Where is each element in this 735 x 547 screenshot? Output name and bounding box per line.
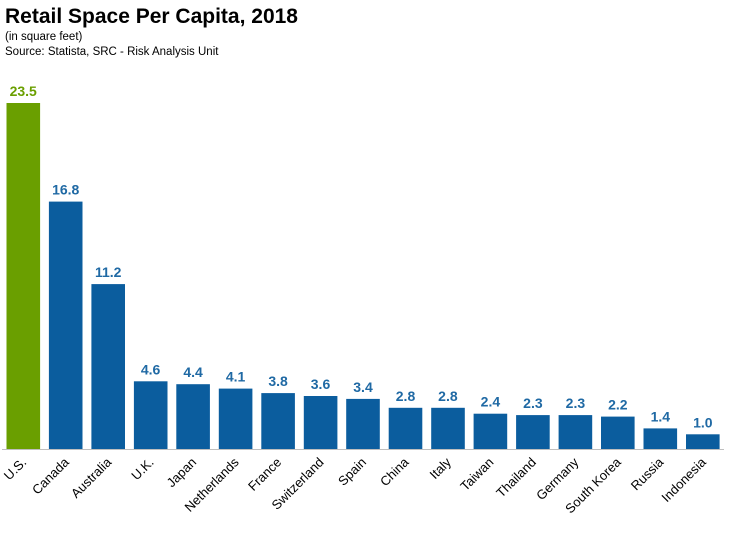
value-label-u-s: 23.5 bbox=[10, 83, 37, 99]
chart-subtitle: (in square feet) bbox=[5, 31, 83, 43]
value-label-spain: 3.4 bbox=[353, 379, 373, 395]
value-label-russia: 1.4 bbox=[651, 408, 671, 424]
value-label-south-korea: 2.2 bbox=[608, 397, 628, 413]
bars-group bbox=[6, 103, 720, 449]
bar-germany bbox=[558, 415, 593, 449]
x-tick-label-indonesia: Indonesia bbox=[658, 454, 709, 505]
bar-taiwan bbox=[473, 413, 508, 449]
bar-south-korea bbox=[601, 416, 635, 449]
bar-spain bbox=[346, 398, 380, 449]
chart-header: Retail Space Per Capita, 2018 (in square… bbox=[5, 4, 298, 60]
x-tick-label-taiwan: Taiwan bbox=[457, 455, 496, 494]
x-tick-label-u-k: U.K. bbox=[128, 455, 156, 483]
x-tick-label-russia: Russia bbox=[628, 454, 667, 493]
value-label-australia: 11.2 bbox=[95, 264, 122, 280]
x-tick-label-canada: Canada bbox=[29, 454, 72, 497]
x-tick-label-thailand: Thailand bbox=[493, 455, 539, 501]
x-tick-label-australia: Australia bbox=[68, 454, 115, 501]
chart-title: Retail Space Per Capita, 2018 bbox=[5, 5, 298, 28]
value-label-japan: 4.4 bbox=[183, 364, 203, 380]
bar-switzerland bbox=[303, 396, 338, 449]
bar-australia bbox=[91, 284, 125, 449]
value-label-switzerland: 3.6 bbox=[311, 376, 331, 392]
x-tick-label-u-s: U.S. bbox=[1, 455, 29, 483]
value-label-canada: 16.8 bbox=[52, 182, 79, 198]
value-label-china: 2.8 bbox=[396, 388, 416, 404]
bar-japan bbox=[176, 384, 210, 449]
bar-indonesia bbox=[686, 434, 720, 449]
value-label-indonesia: 1.0 bbox=[693, 414, 713, 430]
value-labels-group: 23.5 16.8 11.2 4.6 4.4 4.1 3.8 3.6 3.4 2.8 2.8 2.4 2… bbox=[10, 83, 713, 430]
bar-u-s bbox=[6, 103, 41, 449]
bar-china bbox=[388, 407, 423, 449]
value-label-germany: 2.3 bbox=[566, 395, 586, 411]
bar-italy bbox=[431, 407, 465, 449]
x-tick-label-china: China bbox=[377, 454, 412, 489]
value-label-u-k: 4.6 bbox=[141, 361, 161, 377]
x-tick-label-japan: Japan bbox=[164, 455, 200, 491]
x-tick-label-spain: Spain bbox=[335, 455, 369, 489]
bar-france bbox=[261, 393, 295, 449]
value-label-netherlands: 4.1 bbox=[226, 369, 246, 385]
value-label-thailand: 2.3 bbox=[523, 395, 543, 411]
value-label-taiwan: 2.4 bbox=[481, 394, 501, 410]
bar-netherlands bbox=[218, 388, 253, 449]
x-tick-label-italy: Italy bbox=[427, 454, 455, 482]
bar-russia bbox=[643, 428, 678, 449]
value-label-italy: 2.8 bbox=[438, 388, 458, 404]
value-label-france: 3.8 bbox=[268, 373, 288, 389]
bar-canada bbox=[48, 201, 83, 449]
bar-thailand bbox=[516, 415, 550, 449]
x-tick-label-france: France bbox=[245, 455, 284, 494]
chart-source: Source: Statista, SRC - Risk Analysis Un… bbox=[5, 46, 219, 58]
bar-u-k bbox=[133, 381, 168, 449]
